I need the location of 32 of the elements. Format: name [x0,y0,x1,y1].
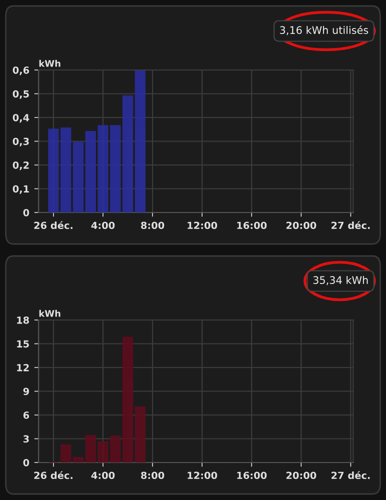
y-axis-title: kWh [39,310,60,317]
y-tick-label: 6 [23,411,30,419]
y-tick-label: 0 [23,208,30,216]
x-tick-label: 27 déc. [332,221,370,230]
y-tick-label: 9 [23,388,29,396]
y-tick-label: 12 [17,364,29,372]
y-tick-label: 3 [23,435,29,443]
text: 35,34 kWh [313,276,368,286]
y-tick-label: 0,4 [12,114,30,123]
x-tick-label: 12:00 [188,472,218,480]
text: 3,16 kWh utilisés [280,26,368,36]
y-tick-label: 0 [23,458,30,466]
y-tick-label: 15 [17,340,29,348]
y-tick-label: 0,5 [12,90,29,99]
x-tick-label: 26 déc. [34,221,72,230]
y-tick-label: 18 [17,316,29,324]
x-tick-label: 12:00 [188,222,218,230]
x-tick-label: 16:00 [237,472,267,480]
y-tick-label: 0,6 [12,66,30,76]
y-tick-label: 0,1 [12,185,29,194]
x-tick-label: 20:00 [286,222,316,230]
x-tick-label: 16:00 [237,222,267,230]
x-tick-label: 8:00 [141,472,164,480]
x-tick-label: 20:00 [286,472,316,480]
y-tick-label: 0,3 [12,138,29,146]
x-tick-label: 4:00 [91,222,115,230]
y-axis-title: kWh [39,60,60,67]
x-tick-label: 27 déc. [332,471,370,480]
x-tick-label: 4:00 [91,472,115,480]
x-tick-label: 8:00 [141,222,164,230]
y-tick-label: 0,2 [12,161,29,170]
x-tick-label: 26 déc. [34,471,72,480]
